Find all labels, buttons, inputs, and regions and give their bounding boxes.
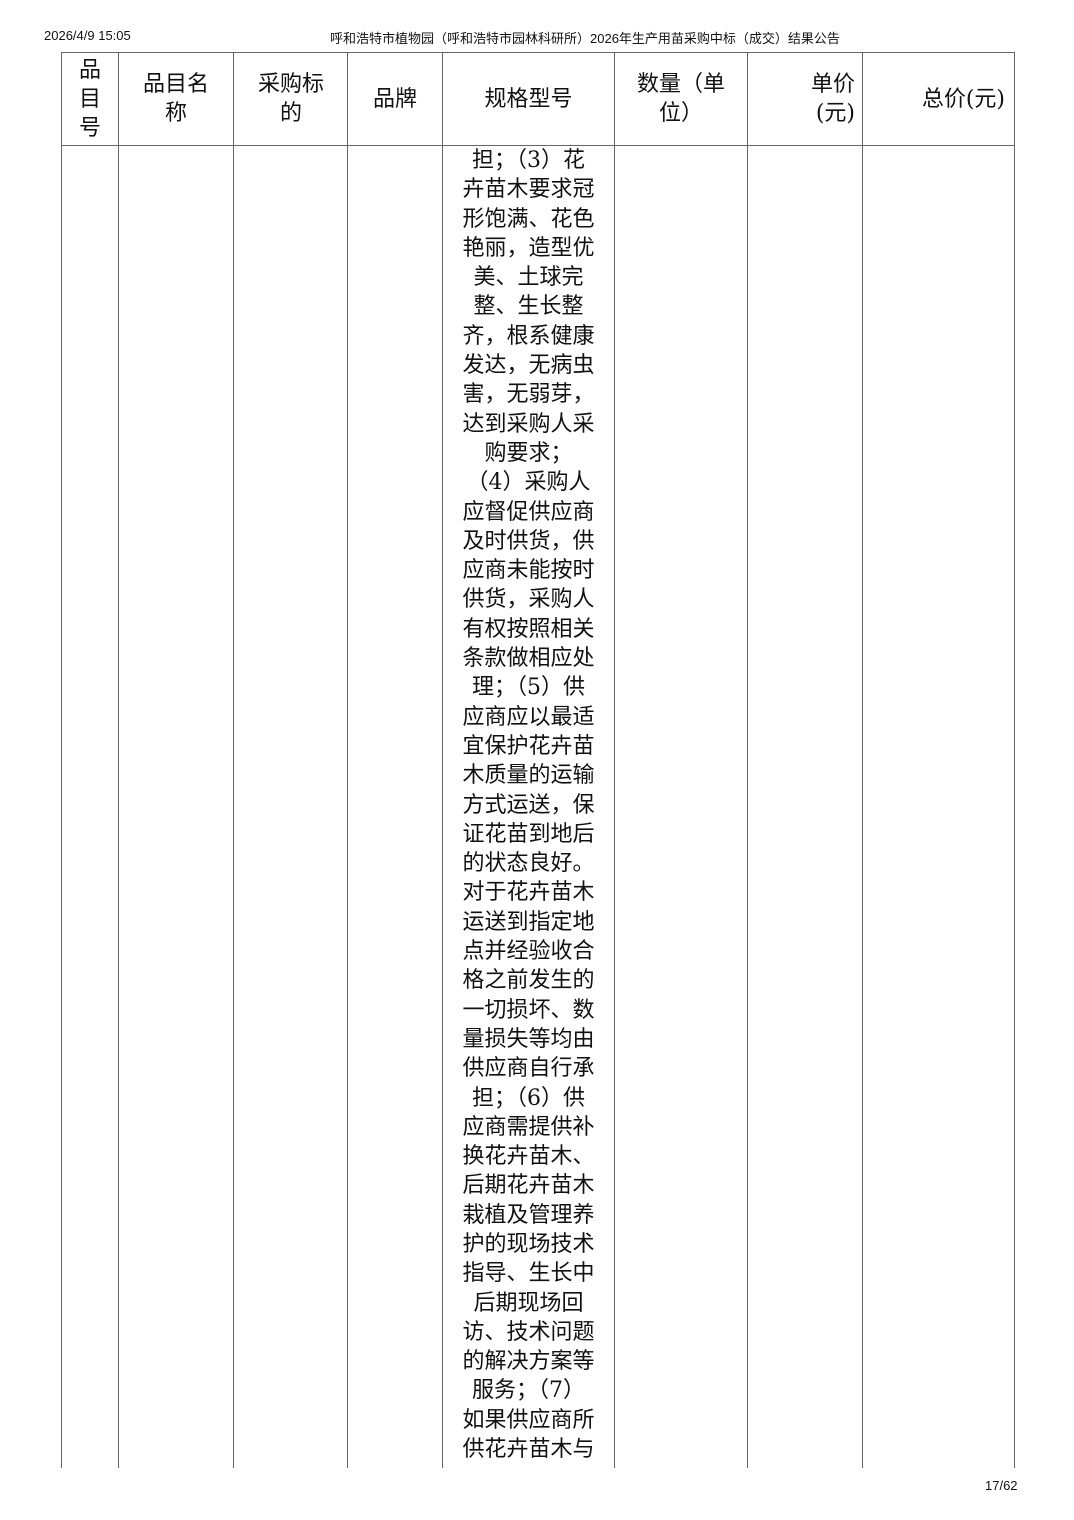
col-header-unit-price: 单价(元) (810, 72, 855, 126)
spec-line: 量损失等均由 (462, 1026, 595, 1052)
table-border-top (61, 52, 1015, 53)
spec-line: 服务；（7） (472, 1378, 585, 1404)
spec-line: 理；（5）供 (472, 675, 585, 701)
col-border (1014, 52, 1015, 1468)
print-datetime: 2026/4/9 15:05 (44, 28, 131, 43)
spec-line: （4）采购人 (466, 470, 591, 496)
spec-line: 达到采购人采 (462, 411, 595, 437)
col-border (118, 52, 119, 1468)
spec-line: 后期现场回 (473, 1290, 584, 1316)
spec-line: 形饱满、花色 (462, 206, 595, 232)
col-header-quantity: 数量（单位） (636, 72, 725, 126)
spec-line: 的解决方案等 (462, 1349, 595, 1375)
spec-line: 宜保护花卉苗 (462, 733, 595, 759)
col-border (747, 52, 748, 1468)
spec-line: 应商需提供补 (462, 1114, 595, 1140)
spec-line: 换花卉苗木、 (462, 1144, 595, 1170)
col-header-item-no: 品目号 (78, 57, 101, 141)
spec-line: 艳丽，造型优 (462, 235, 595, 261)
spec-line: 担；（6）供 (472, 1085, 585, 1111)
spec-line: 格之前发生的 (462, 968, 595, 994)
col-header-target: 采购标的 (257, 72, 324, 126)
spec-line: 后期花卉苗木 (462, 1173, 595, 1199)
col-border (233, 52, 234, 1468)
spec-line: 运送到指定地 (462, 909, 595, 935)
col-border (61, 52, 62, 1468)
spec-line: 应督促供应商 (462, 499, 595, 525)
spec-line: 美、土球完 (473, 265, 584, 291)
spec-line: 供货，采购人 (462, 587, 595, 613)
spec-line: 供花卉苗木与 (462, 1437, 595, 1463)
spec-line: 应商未能按时 (462, 558, 595, 584)
document-title: 呼和浩特市植物园（呼和浩特市园林科研所）2026年生产用苗采购中标（成交）结果公… (330, 31, 840, 46)
spec-line: 证花苗到地后 (462, 821, 595, 847)
spec-line: 木质量的运输 (462, 763, 595, 789)
spec-line: 指导、生长中 (462, 1261, 595, 1287)
spec-line: 担；（3）花 (472, 148, 585, 173)
spec-line: 如果供应商所 (462, 1407, 595, 1433)
header-divider (61, 145, 1015, 146)
spec-line: 条款做相应处 (462, 646, 595, 672)
spec-line: 对于花卉苗木 (462, 880, 595, 906)
spec-line: 护的现场技术 (462, 1231, 595, 1257)
spec-line: 点并经验收合 (462, 939, 595, 965)
spec-line: 栽植及管理养 (462, 1202, 595, 1228)
spec-line: 齐，根系健康 (462, 323, 595, 349)
spec-line: 供应商自行承 (462, 1056, 595, 1082)
spec-line: 卉苗木要求冠 (462, 177, 595, 203)
col-border (614, 52, 615, 1468)
col-border (442, 52, 443, 1468)
spec-cell: 担；（3）花 卉苗木要求冠 形饱满、花色 艳丽，造型优 美、土球完整、生长整齐，根系健康… (443, 146, 614, 1464)
col-header-spec: 规格型号 (484, 86, 573, 112)
col-border (347, 52, 348, 1468)
spec-line: 发达，无病虫 (462, 353, 595, 379)
spec-line: 访、技术问题 (462, 1319, 595, 1345)
page-number: 17/62 (985, 1478, 1018, 1493)
spec-line: 整、生长整 (473, 294, 584, 320)
col-header-brand: 品牌 (372, 86, 417, 112)
spec-line: 害，无弱芽， (462, 382, 595, 408)
spec-line: 方式运送，保 (462, 792, 595, 818)
spec-line: 有权按照相关 (462, 616, 595, 642)
col-border (862, 52, 863, 1468)
spec-line: 的状态良好。 (462, 851, 595, 877)
spec-line: 一切损坏、数 (462, 997, 595, 1023)
col-header-item-name: 品目名称 (142, 72, 209, 126)
spec-line: 应商应以最适 (462, 704, 595, 730)
col-header-total-price: 总价(元) (921, 86, 1005, 112)
spec-line: 购要求； (484, 440, 573, 466)
spec-line: 及时供货，供 (462, 528, 595, 554)
